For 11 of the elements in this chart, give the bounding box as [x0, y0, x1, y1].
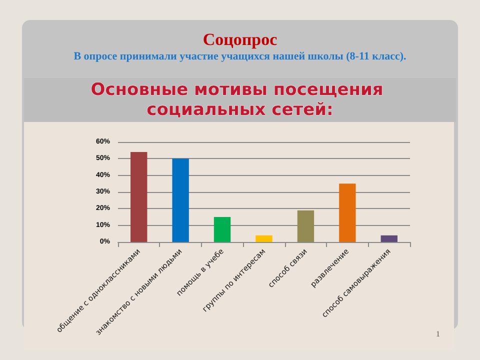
bar [339, 184, 356, 242]
text: 1 [436, 330, 440, 338]
bar [380, 235, 398, 242]
chart-subtitle: В опросе принимали участие учащихся нашей школы (8-11 класс). [74, 50, 407, 62]
chart-title: Соцопрос [202, 30, 278, 49]
bar [130, 152, 148, 242]
bar [214, 217, 231, 242]
text: Основные мотивы посещения социальных сетей: [90, 80, 390, 120]
bar [256, 235, 272, 242]
bar [297, 210, 314, 242]
bar [172, 158, 189, 242]
